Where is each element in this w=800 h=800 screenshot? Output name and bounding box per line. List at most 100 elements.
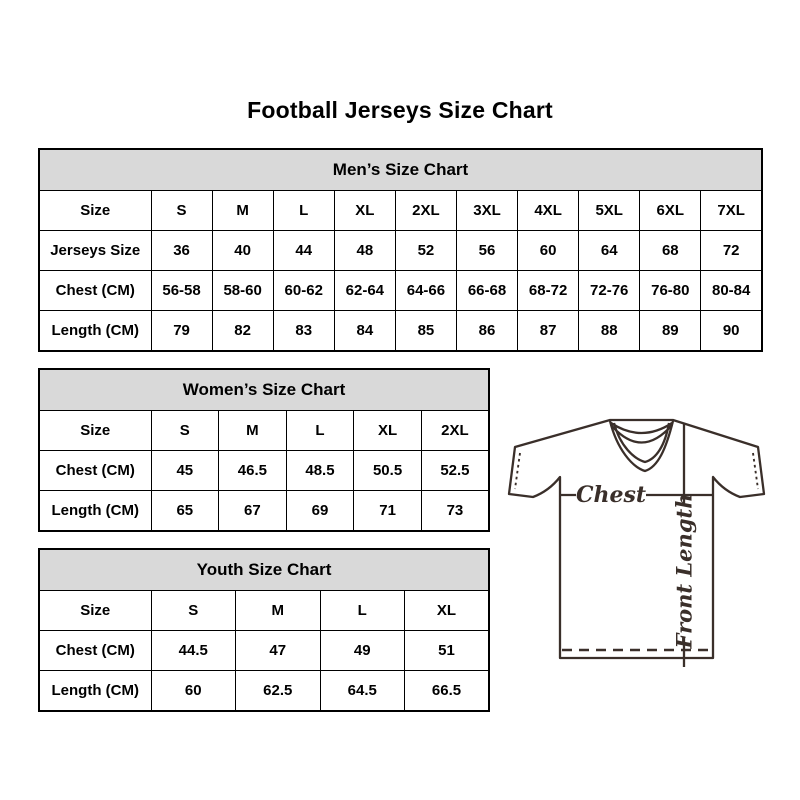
table-row: Size S M L XL 2XL 3XL 4XL 5XL 6XL 7XL: [38, 190, 763, 231]
value-cell: 60-62: [272, 270, 335, 311]
jersey-outline: [507, 418, 766, 660]
value-cell: 85: [394, 310, 457, 351]
jersey-diagram-icon: Chest Front Length: [507, 418, 766, 667]
value-cell: L: [285, 410, 355, 451]
value-cell: 80-84: [700, 270, 763, 311]
value-cell: L: [319, 590, 405, 631]
value-cell: S: [150, 410, 220, 451]
row-label-cell: Size: [38, 410, 152, 451]
value-cell: 4XL: [517, 190, 580, 231]
page-title: Football Jerseys Size Chart: [247, 97, 553, 123]
value-cell: 6XL: [639, 190, 702, 231]
table-row: Chest (CM) 56-58 58-60 60-62 62-64 64-66 66-68…: [38, 270, 763, 311]
value-cell: 64: [578, 230, 641, 271]
value-cell: 89: [639, 310, 702, 351]
mens-size-chart-header: Men’s Size Chart: [38, 148, 763, 191]
womens-size-chart-header: Women’s Size Chart: [38, 368, 490, 411]
value-cell: 62-64: [333, 270, 396, 311]
value-cell: 47: [235, 630, 321, 671]
value-cell: 68-72: [517, 270, 580, 311]
value-cell: 46.5: [218, 450, 287, 491]
value-cell: 5XL: [578, 190, 641, 231]
value-cell: 86: [455, 310, 519, 351]
value-cell: 36: [150, 230, 213, 271]
chest-label: Chest: [576, 482, 646, 508]
value-cell: 84: [333, 310, 396, 351]
value-cell: 66.5: [404, 670, 490, 711]
value-cell: 76-80: [639, 270, 702, 311]
value-cell: 48: [333, 230, 396, 271]
row-label-cell: Size: [38, 190, 152, 231]
value-cell: 65: [150, 490, 220, 531]
womens-size-table: Women’s Size Chart Size S M L XL 2XL Chest (CM)…: [38, 368, 490, 532]
value-cell: 56-58: [150, 270, 213, 311]
table-row: Size S M L XL: [38, 590, 490, 631]
value-cell: 44.5: [150, 630, 236, 671]
value-cell: 52: [394, 230, 457, 271]
value-cell: 82: [211, 310, 274, 351]
front-length-label: Front Length: [672, 494, 697, 650]
value-cell: S: [150, 190, 213, 231]
value-cell: 52.5: [420, 450, 490, 491]
value-cell: 60: [517, 230, 580, 271]
youth-size-table: Youth Size Chart Size S M L XL Chest (CM) 44.5 4…: [38, 548, 490, 712]
value-cell: 50.5: [353, 450, 422, 491]
value-cell: 62.5: [235, 670, 321, 711]
value-cell: 44: [272, 230, 335, 271]
value-cell: 64-66: [394, 270, 457, 311]
table-row: Jerseys Size 36 40 44 48 52 56 60 64 68 72: [38, 230, 763, 271]
value-cell: 51: [404, 630, 490, 671]
left-cuff-stitch: [514, 452, 521, 490]
value-cell: 72: [700, 230, 763, 271]
value-cell: 7XL: [700, 190, 763, 231]
right-cuff-stitch: [752, 452, 759, 490]
value-cell: 87: [517, 310, 580, 351]
row-label-cell: Chest (CM): [38, 450, 152, 491]
value-cell: 49: [319, 630, 405, 671]
value-cell: XL: [353, 410, 422, 451]
table-row: Chest (CM) 44.5 47 49 51: [38, 630, 490, 671]
value-cell: 68: [639, 230, 702, 271]
row-label-cell: Jerseys Size: [38, 230, 152, 271]
value-cell: M: [218, 410, 287, 451]
row-label-cell: Chest (CM): [38, 270, 152, 311]
row-label-cell: Chest (CM): [38, 630, 152, 671]
value-cell: XL: [333, 190, 396, 231]
vneck-inner: [612, 422, 671, 464]
value-cell: 90: [700, 310, 763, 351]
row-label-cell: Size: [38, 590, 152, 631]
value-cell: 3XL: [455, 190, 519, 231]
table-row: Length (CM) 65 67 69 71 73: [38, 490, 490, 531]
value-cell: 45: [150, 450, 220, 491]
value-cell: 64.5: [319, 670, 405, 711]
value-cell: 69: [285, 490, 355, 531]
value-cell: 66-68: [455, 270, 519, 311]
value-cell: 56: [455, 230, 519, 271]
collar-arc-shallow: [610, 422, 673, 435]
value-cell: 73: [420, 490, 490, 531]
value-cell: 40: [211, 230, 274, 271]
table-row: Chest (CM) 45 46.5 48.5 50.5 52.5: [38, 450, 490, 491]
row-label-cell: Length (CM): [38, 310, 152, 351]
value-cell: XL: [404, 590, 490, 631]
value-cell: 71: [353, 490, 422, 531]
table-row: Length (CM) 79 82 83 84 85 86 87 88 89 90: [38, 310, 763, 351]
value-cell: 88: [578, 310, 641, 351]
vneck-outer: [608, 420, 675, 473]
value-cell: M: [235, 590, 321, 631]
value-cell: 48.5: [285, 450, 355, 491]
youth-size-chart-header: Youth Size Chart: [38, 548, 490, 591]
value-cell: 60: [150, 670, 236, 711]
mens-size-table: Men’s Size Chart Size S M L XL 2XL 3XL 4XL 5XL 6XL…: [38, 148, 763, 352]
value-cell: 2XL: [394, 190, 457, 231]
value-cell: M: [211, 190, 274, 231]
table-row: Length (CM) 60 62.5 64.5 66.5: [38, 670, 490, 711]
value-cell: 83: [272, 310, 335, 351]
value-cell: 2XL: [420, 410, 490, 451]
value-cell: L: [272, 190, 335, 231]
value-cell: 67: [218, 490, 287, 531]
value-cell: 72-76: [578, 270, 641, 311]
value-cell: S: [150, 590, 236, 631]
row-label-cell: Length (CM): [38, 670, 152, 711]
